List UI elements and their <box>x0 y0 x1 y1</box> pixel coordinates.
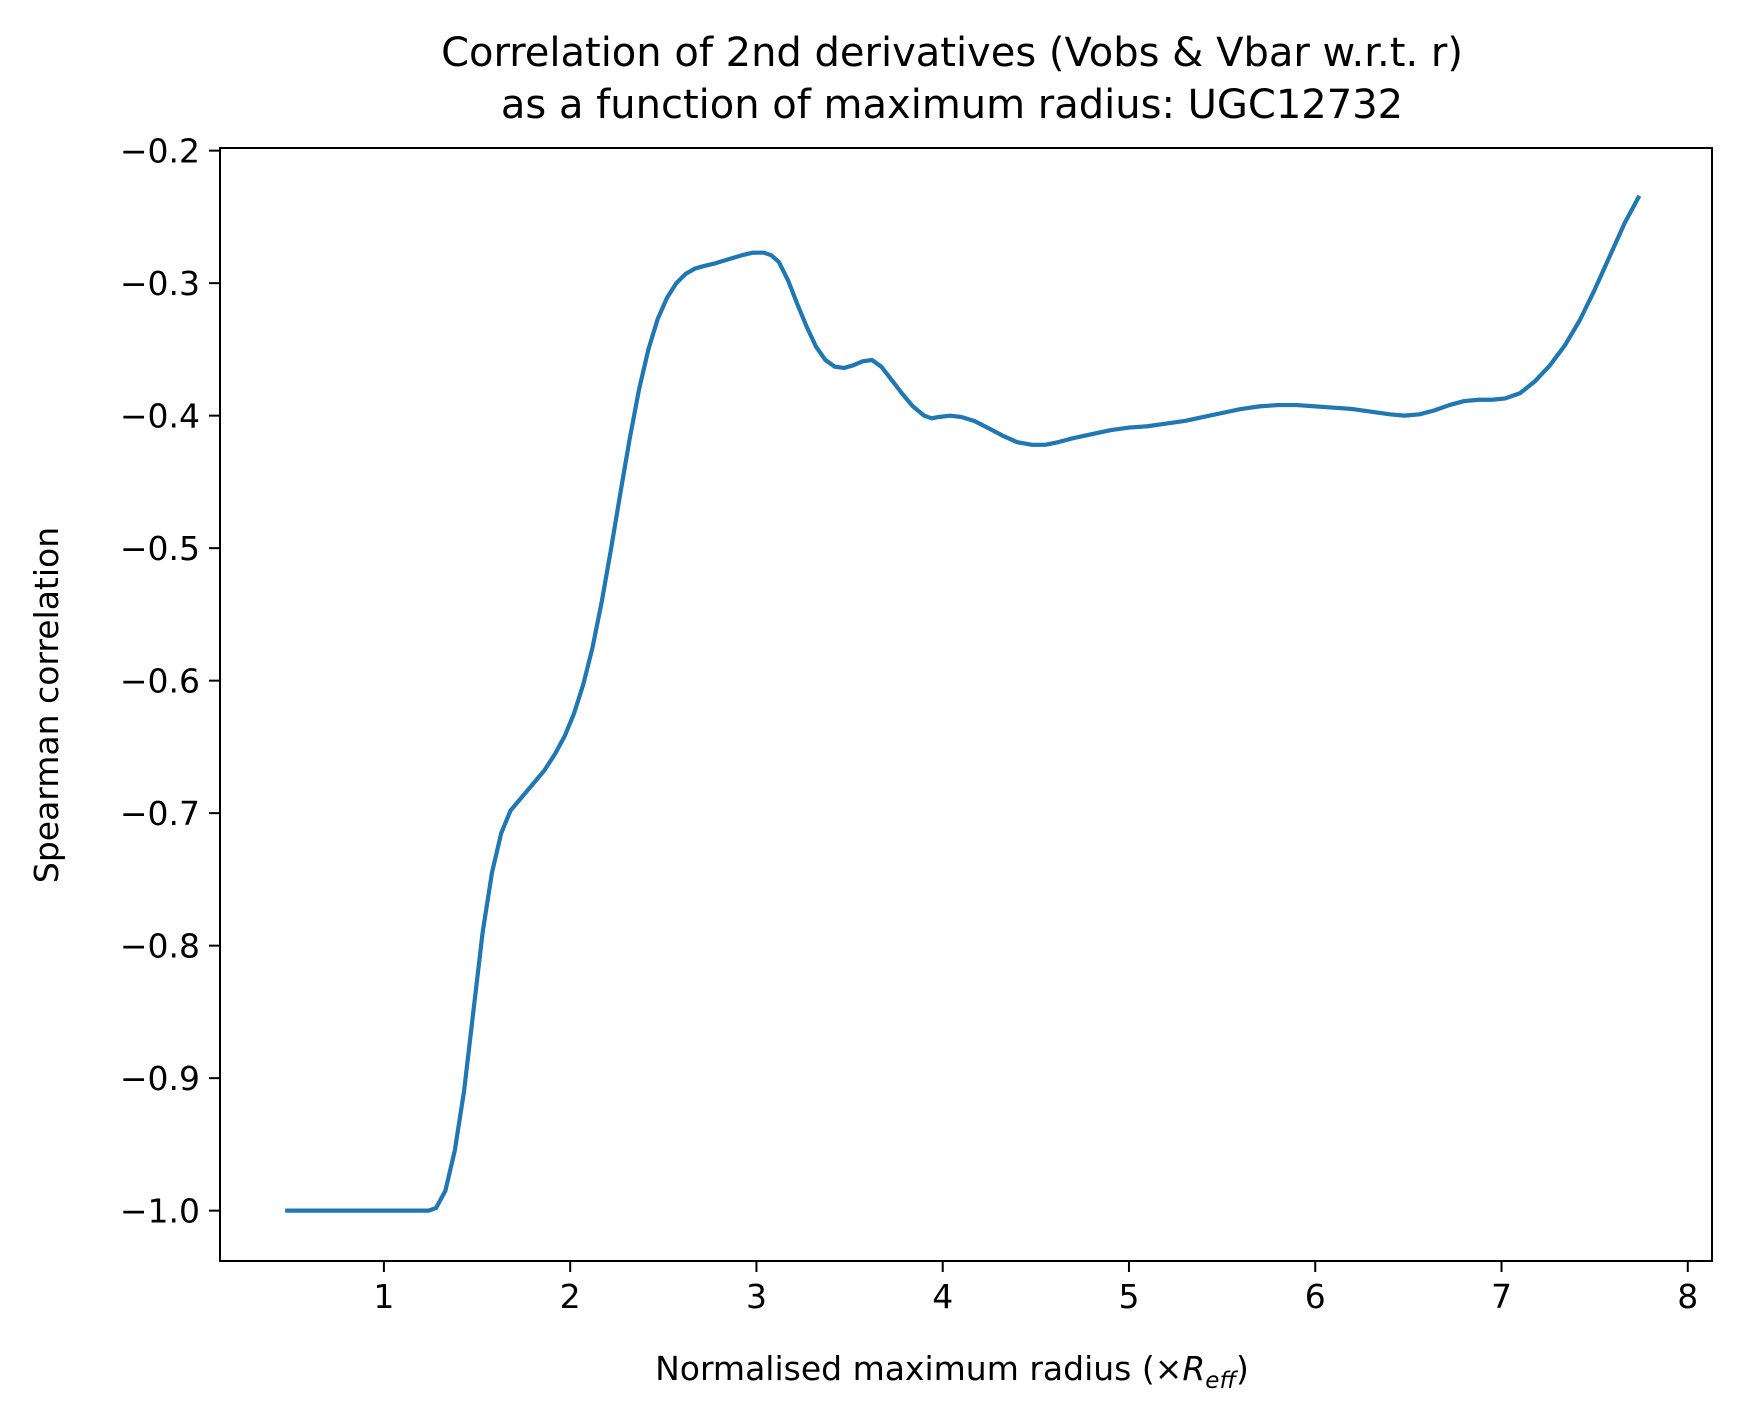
y-tick-label-−0.3: −0.3 <box>120 264 200 303</box>
x-tick-label-4: 4 <box>932 1277 953 1316</box>
y-tick-label-−0.4: −0.4 <box>120 397 200 436</box>
x-tick-label-6: 6 <box>1305 1277 1326 1316</box>
y-tick-label-−1.0: −1.0 <box>120 1192 200 1231</box>
plot-area: 1 2 3 4 5 6 7 8 −1.0 −0.9 −0.8 −0.7 −0.6 −0.5 −0.4 −0.3… <box>120 132 1713 1316</box>
x-tick-label-7: 7 <box>1491 1277 1512 1316</box>
series-line-1 <box>285 194 1642 1213</box>
x-axis-label-subscript: eff <box>1205 1368 1238 1394</box>
x-tick-label-1: 1 <box>373 1277 394 1316</box>
x-axis-label-symbol: R <box>1182 1349 1205 1388</box>
x-tick-label-8: 8 <box>1677 1277 1698 1316</box>
x-axis-label: Normalised maximum radius (×Reff) <box>655 1349 1249 1394</box>
plot-frame <box>219 147 1713 1262</box>
x-tick-label-2: 2 <box>560 1277 581 1316</box>
y-axis-label: Spearman correlation <box>27 527 66 883</box>
y-tick-label-−0.6: −0.6 <box>120 662 200 701</box>
y-tick-label-−0.9: −0.9 <box>120 1059 200 1098</box>
x-axis-label-prefix: Normalised maximum radius (× <box>655 1349 1182 1388</box>
y-tick-label-−0.2: −0.2 <box>120 132 200 171</box>
y-tick-label-−0.8: −0.8 <box>120 927 200 966</box>
x-tick-label-5: 5 <box>1118 1277 1139 1316</box>
x-tick-label-3: 3 <box>746 1277 767 1316</box>
y-tick-label-−0.5: −0.5 <box>120 529 200 568</box>
chart-title-line-1: Correlation of 2nd derivatives (Vobs & V… <box>441 30 1463 76</box>
x-axis-label-suffix: ) <box>1236 1349 1249 1388</box>
chart-title-line-2: as a function of maximum radius: UGC1273… <box>501 82 1403 128</box>
y-tick-label-−0.7: −0.7 <box>120 794 200 833</box>
